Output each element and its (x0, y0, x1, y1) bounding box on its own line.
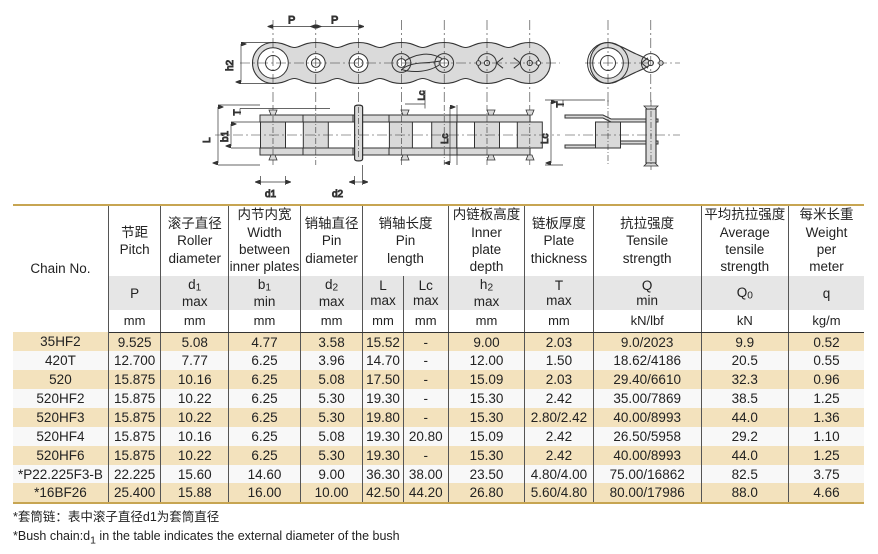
svg-text:d2: d2 (332, 189, 344, 200)
svg-text:Lc: Lc (540, 133, 551, 144)
svg-text:h2: h2 (225, 59, 236, 71)
svg-text:Lc: Lc (440, 133, 451, 144)
svg-text:L: L (202, 137, 213, 143)
svg-text:Lc: Lc (417, 90, 428, 100)
svg-text:P: P (331, 15, 338, 27)
svg-text:P: P (288, 15, 295, 27)
svg-text:T: T (556, 101, 567, 107)
svg-text:d1: d1 (265, 189, 277, 200)
svg-text:T: T (233, 109, 244, 115)
svg-text:b1: b1 (220, 130, 231, 142)
